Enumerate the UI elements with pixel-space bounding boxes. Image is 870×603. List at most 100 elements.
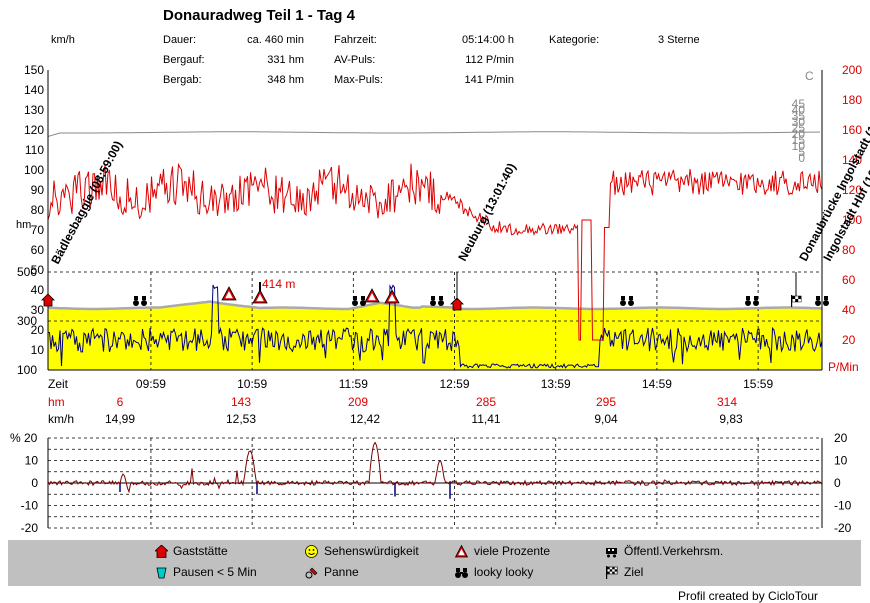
warning-triangle-inner: [388, 294, 396, 302]
kmh-tick-label: 70: [31, 223, 45, 237]
kmh-unit-label: km/h: [51, 34, 75, 46]
stat-dauer-label: Dauer:: [163, 34, 197, 46]
kmh-tick-label: 80: [31, 203, 45, 217]
temp-tick-label: 10: [792, 139, 806, 153]
binoculars-part: [353, 296, 357, 300]
x-tick-label: 12:59: [440, 377, 470, 391]
binoculars-part: [824, 296, 828, 300]
binoculars-part: [816, 296, 820, 300]
gradient-tick-right: 10: [834, 454, 848, 468]
page-title: Donauradweg Teil 1 - Tag 4: [163, 7, 355, 24]
gradient-tick-right: 0: [834, 476, 841, 490]
kmh-row-value: 9,04: [594, 412, 618, 426]
pulse-tick-label: 80: [842, 243, 856, 257]
hm-row-value: 314: [717, 395, 737, 409]
hm-unit-label: hm: [16, 219, 32, 231]
pause-icon: [156, 567, 167, 579]
gradient-tick-left: -20: [21, 521, 39, 535]
speed-line: [47, 284, 823, 369]
kmh-row-value: 11,41: [471, 412, 500, 426]
stat-bergab-value: 348 hm: [267, 74, 304, 86]
kmh-tick-label: 60: [31, 243, 45, 257]
stat-bergauf-value: 331 hm: [267, 54, 304, 66]
warning-triangle-icon: [364, 288, 380, 303]
smiley-icon: [305, 545, 318, 558]
kmh-tick-label: 110: [25, 143, 44, 157]
kmh-tick-label: 100: [24, 163, 44, 177]
kmh-tick-label: 150: [24, 63, 44, 77]
temp-tick-label: 30: [792, 115, 806, 129]
legend-label-train: Öffentl.Verkehrsm.: [624, 544, 724, 558]
binoculars-part: [361, 296, 365, 300]
hm-tick-label: 500: [17, 265, 37, 279]
binoculars-part: [142, 296, 146, 300]
warning-triangle-inner: [256, 294, 264, 302]
checkered-flag-icon: [606, 566, 618, 579]
pulse-tick-label: 120: [842, 183, 862, 197]
pulse-line: [47, 162, 823, 341]
gradient-line: [47, 441, 823, 494]
pulse-tick-label: 60: [842, 273, 856, 287]
legend-label-breakdown: Panne: [324, 565, 359, 579]
binoculars-icon: [745, 296, 759, 306]
inn-icon: [41, 293, 55, 307]
binoculars-icon: [455, 568, 468, 578]
pulse-tick-label: 200: [842, 63, 862, 77]
stat-bergauf-label: Bergauf:: [163, 54, 205, 66]
x-axis-label: Zeit: [48, 377, 69, 391]
temperature-line: [47, 131, 821, 138]
gradient-tick-left: -10: [21, 499, 39, 513]
legend-label-binoculars: looky looky: [474, 565, 534, 579]
binoculars-part: [629, 296, 633, 300]
warning-triangle-icon: [221, 286, 237, 301]
hm-row-value: 285: [476, 395, 496, 409]
hm-row-value: 295: [596, 395, 616, 409]
hm-tick-label: 300: [17, 314, 37, 328]
binoculars-part: [753, 300, 759, 306]
stat-kategorie-label: Kategorie:: [549, 34, 600, 46]
temp-tick-label: 0: [798, 151, 805, 165]
inn-icon-shape: [41, 293, 55, 307]
pulse-tick-label: 180: [842, 93, 862, 107]
binoculars-part: [620, 300, 626, 306]
kmh-row-label: km/h: [48, 412, 74, 426]
kmh-tick-label: 40: [31, 283, 45, 297]
warning-triangle-inner: [225, 291, 233, 299]
kmh-row-value: 12,42: [350, 412, 380, 426]
temp-tick-label: 20: [792, 127, 806, 141]
binoculars-part: [134, 296, 138, 300]
binoculars-part: [133, 300, 139, 306]
stat-maxpuls-value: 141 P/min: [464, 74, 514, 86]
pulse-tick-label: 160: [842, 123, 862, 137]
binoculars-icon: [815, 296, 829, 306]
stat-avpuls-value: 112 P/min: [465, 54, 514, 66]
kmh-tick-label: 120: [24, 123, 44, 137]
binoculars-part: [360, 300, 366, 306]
gradient-tick-right: -10: [834, 499, 852, 513]
x-tick-label: 13:59: [541, 377, 571, 391]
binoculars-part: [438, 300, 444, 306]
temp-axis-label: C: [805, 69, 814, 83]
gradient-tick-right: -20: [834, 521, 852, 535]
binoculars-icon: [620, 296, 634, 306]
kmh-tick-label: 130: [24, 103, 44, 117]
checkered-flag-icon: [791, 295, 802, 307]
pulse-tick-label: 40: [842, 303, 856, 317]
binoculars-part: [815, 300, 821, 306]
hm-row-value: 6: [117, 395, 124, 409]
flag-check: [795, 299, 799, 302]
elevation-area: [48, 301, 822, 370]
temp-tick-label: 40: [792, 103, 806, 117]
x-tick-label: 15:59: [743, 377, 773, 391]
hm-tick-label: 100: [17, 363, 37, 377]
stat-avpuls-label: AV-Puls:: [334, 54, 376, 66]
gradient-tick-left: 0: [31, 476, 38, 490]
max-elevation-label: 414 m: [262, 277, 295, 291]
legend-label-inn: Gaststätte: [173, 544, 228, 558]
binoculars-part: [439, 296, 443, 300]
binoculars-icon: [352, 296, 366, 306]
legend-label-pause: Pausen < 5 Min: [173, 565, 257, 579]
pulse-tick-label: 100: [842, 213, 862, 227]
gradient-y-label: % 20: [10, 431, 38, 445]
kmh-tick-label: 50: [31, 263, 45, 277]
